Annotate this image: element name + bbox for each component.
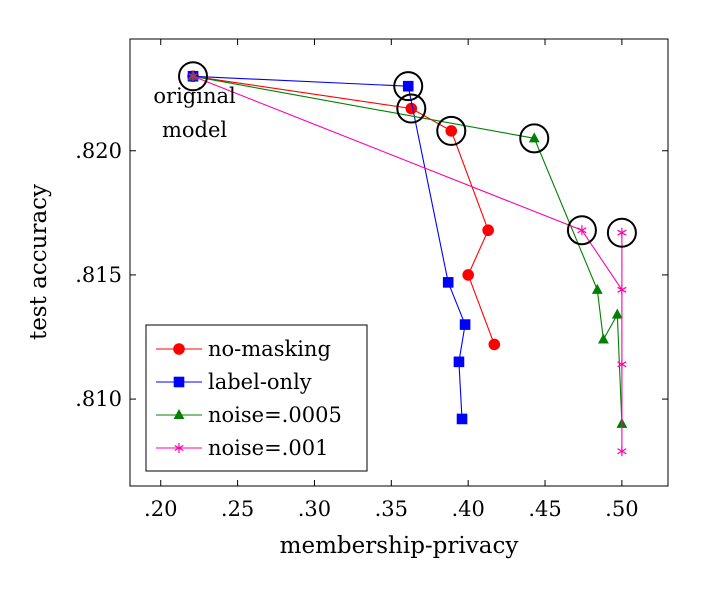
x-tick-label-5: .45	[528, 497, 561, 521]
highlight-ring-2	[396, 93, 427, 124]
data-point-0-1	[405, 102, 418, 115]
data-point-0-3	[482, 224, 494, 237]
y-tick-label-1: .815	[75, 263, 122, 287]
data-point-2-2	[591, 283, 603, 294]
highlight-ring-0	[178, 61, 209, 92]
data-point-2-1	[528, 132, 540, 143]
data-point-3-5	[617, 446, 627, 457]
series-line-3	[192, 75, 623, 452]
legend-label-0: no-masking	[208, 337, 331, 361]
legend-marker-3	[174, 443, 184, 453]
data-point-3-4	[617, 359, 627, 370]
legend-marker-1	[173, 376, 185, 388]
x-tick-label-6: .50	[605, 497, 638, 521]
data-point-1-2	[442, 277, 454, 288]
highlight-ring-5	[566, 215, 597, 246]
series-line-2	[192, 75, 623, 424]
highlight-ring-6	[606, 217, 637, 248]
y-tick-label-2: .820	[75, 139, 122, 163]
data-point-0-2	[445, 125, 458, 137]
data-point-0-5	[488, 338, 501, 351]
legend-label-1: label-only	[208, 370, 312, 394]
x-tick-label-0: .20	[144, 497, 177, 521]
highlight-ring-4	[519, 123, 550, 154]
data-point-1-4	[453, 356, 465, 368]
y-tick-label-0: .810	[75, 387, 122, 411]
data-point-1-1	[402, 80, 414, 92]
legend-marker-2	[173, 409, 185, 419]
highlight-ring-3	[436, 115, 467, 146]
plot-frame	[129, 38, 669, 487]
data-point-3-1	[577, 225, 587, 236]
data-point-0-4	[462, 269, 474, 281]
series-line-0	[192, 75, 495, 345]
legend: no-masking label-only noise=.0005 noise=.00…	[145, 324, 368, 472]
x-tick-label-2: .30	[298, 497, 331, 521]
series-line-1	[192, 75, 466, 419]
data-point-3-0	[188, 71, 198, 82]
data-point-3-2	[617, 284, 627, 295]
x-tick-label-3: .35	[375, 497, 408, 521]
plot-layer: original model	[153, 61, 637, 457]
highlight-ring-1	[393, 71, 424, 102]
annotation-line-1: model	[162, 118, 227, 142]
legend-label-3: noise=.001	[208, 436, 328, 460]
x-tick-label-4: .40	[451, 497, 484, 521]
x-tick-label-1: .25	[221, 497, 254, 521]
legend-marker-0	[173, 343, 185, 355]
axis-layer: .20 .25 .30 .35 .40 .45 .50 .810 .815 .820	[75, 38, 669, 521]
y-axis-label: test accuracy	[26, 184, 52, 340]
data-point-2-4	[611, 308, 623, 319]
data-point-2-3	[598, 333, 609, 344]
data-point-1-3	[459, 319, 471, 330]
legend-label-2: noise=.0005	[208, 403, 342, 427]
data-point-1-5	[456, 413, 468, 425]
x-axis-label: membership-privacy	[280, 533, 519, 559]
annotation-line-0: original	[153, 84, 236, 108]
data-point-3-3	[617, 227, 627, 238]
